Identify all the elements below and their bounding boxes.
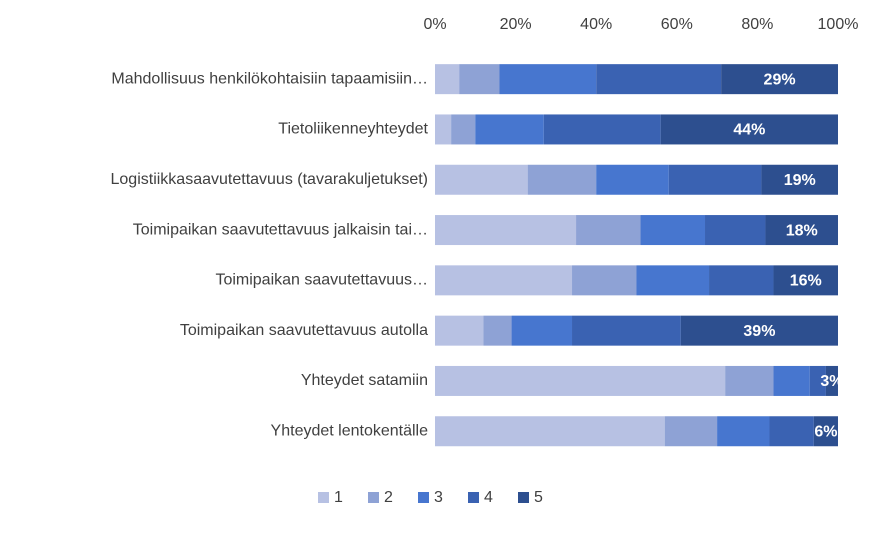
data-label: 16% — [790, 273, 822, 290]
legend-label: 1 — [334, 489, 343, 506]
bar-segment — [769, 416, 814, 447]
bar-segment — [435, 265, 573, 296]
bar-segment — [765, 215, 838, 246]
bar-segment — [709, 265, 774, 296]
bar-segment — [511, 315, 573, 346]
bar-segment — [680, 315, 838, 346]
y-tick-label: Yhteydet satamiin — [301, 372, 428, 389]
bar-segment — [717, 416, 770, 447]
y-tick-label: Mahdollisuus henkilökohtaisiin tapaamisi… — [111, 70, 428, 87]
bar-segment — [475, 114, 544, 145]
bar-segment — [660, 114, 838, 145]
bar-segment — [499, 64, 597, 95]
bar-segment — [435, 64, 460, 95]
bar-segment — [761, 164, 838, 195]
bar-segment — [813, 416, 838, 447]
data-label: 3% — [820, 373, 843, 390]
bar-segment — [773, 365, 810, 396]
legend-swatch — [518, 492, 529, 503]
bar-segment — [705, 215, 766, 246]
legend-swatch — [468, 492, 479, 503]
bar-segment — [435, 365, 726, 396]
legend-swatch — [318, 492, 329, 503]
bar-segment — [435, 315, 484, 346]
x-tick-label: 40% — [580, 16, 612, 33]
bar-segment — [435, 164, 528, 195]
x-tick-label: 100% — [818, 16, 859, 33]
bar-segment — [483, 315, 512, 346]
bar-segment — [527, 164, 597, 195]
legend-label: 3 — [434, 489, 443, 506]
bar-segment — [451, 114, 476, 145]
data-label: 44% — [733, 122, 765, 139]
data-label: 18% — [786, 222, 818, 239]
x-tick-label: 80% — [741, 16, 773, 33]
bar-segment — [572, 265, 637, 296]
y-tick-label: Toimipaikan saavutettavuus autolla — [180, 322, 428, 339]
bar-segment — [636, 265, 710, 296]
legend-label: 4 — [484, 489, 493, 506]
bar-segment — [809, 365, 826, 396]
y-tick-label: Logistiikkasaavutettavuus (tavarakuljetu… — [111, 171, 429, 188]
y-tick-label: Toimipaikan saavutettavuus jalkaisin tai… — [133, 221, 428, 238]
y-tick-label: Tietoliikenneyhteydet — [278, 121, 428, 138]
bar-segment — [459, 64, 500, 95]
data-label: 29% — [764, 71, 796, 88]
bar-segment — [640, 215, 706, 246]
bar-segment — [435, 416, 665, 447]
data-label: 39% — [743, 323, 775, 340]
legend-swatch — [368, 492, 379, 503]
bar-segment — [725, 365, 774, 396]
data-label: 6% — [814, 423, 837, 440]
x-tick-label: 20% — [500, 16, 532, 33]
bar-segment — [825, 365, 838, 396]
legend-label: 5 — [534, 489, 543, 506]
bar-segment — [596, 164, 669, 195]
y-tick-label: Yhteydet lentokentälle — [271, 422, 429, 439]
x-tick-label: 0% — [423, 16, 446, 33]
data-label: 19% — [784, 172, 816, 189]
x-tick-label: 60% — [661, 16, 693, 33]
bar-segment — [543, 114, 661, 145]
bar-segment — [596, 64, 722, 95]
legend-swatch — [418, 492, 429, 503]
bar-segment — [664, 416, 718, 447]
bar-segment — [668, 164, 762, 195]
bar-segment — [576, 215, 641, 246]
bar-segment — [773, 265, 838, 296]
bar-segment — [435, 114, 452, 145]
legend-label: 2 — [384, 489, 393, 506]
bar-segment — [572, 315, 681, 346]
bar-segment — [435, 215, 577, 246]
y-tick-label: Toimipaikan saavutettavuus… — [215, 272, 428, 289]
bar-segment — [721, 64, 838, 95]
